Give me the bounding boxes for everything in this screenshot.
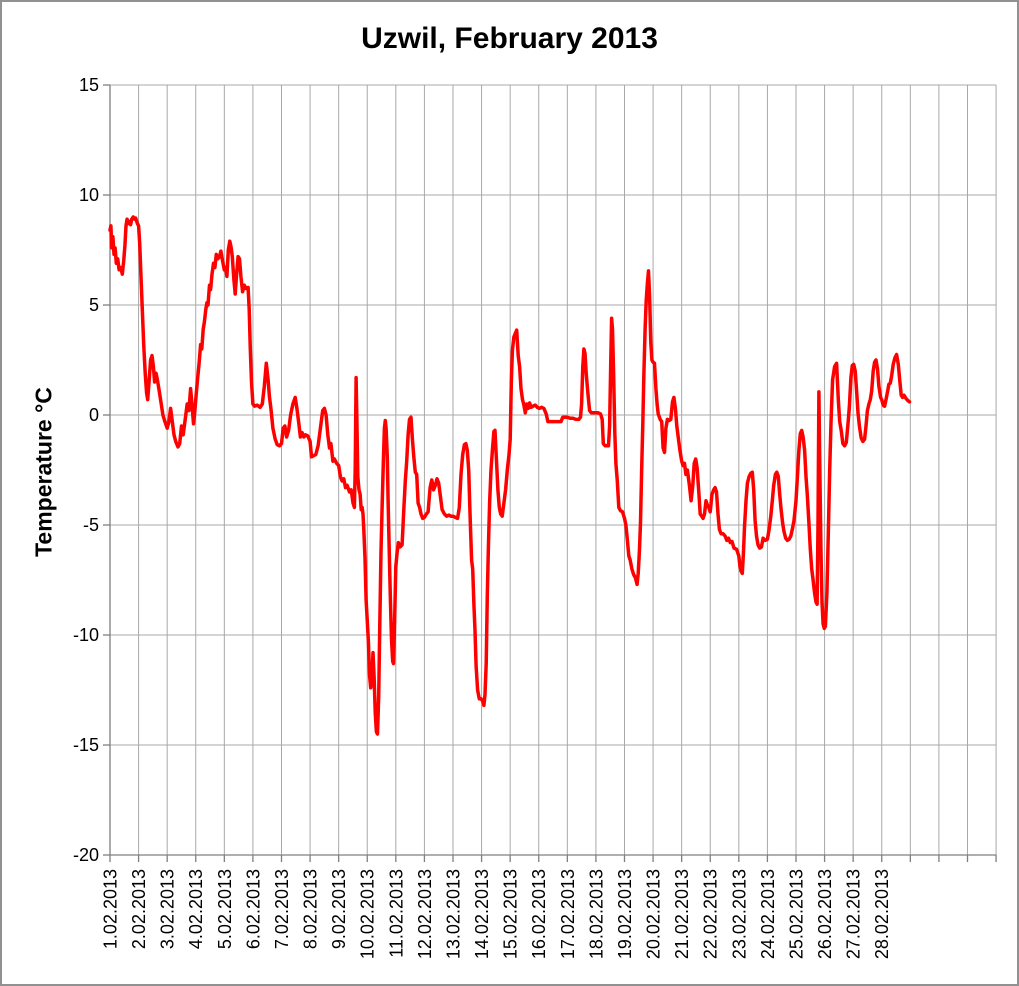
x-tick-label: 8.02.2013 (301, 869, 321, 949)
x-tick-label: 16.02.2013 (529, 869, 549, 959)
x-tick-label: 5.02.2013 (215, 869, 235, 949)
x-tick-label: 26.02.2013 (815, 869, 835, 959)
x-tick-label: 21.02.2013 (672, 869, 692, 959)
y-tick-label: 5 (89, 295, 99, 315)
x-tick-label: 3.02.2013 (158, 869, 178, 949)
y-tick-label: -20 (73, 845, 99, 865)
y-tick-label: -15 (73, 735, 99, 755)
x-tick-label: 12.02.2013 (415, 869, 435, 959)
x-tick-label: 2.02.2013 (129, 869, 149, 949)
x-tick-label: 11.02.2013 (386, 869, 406, 958)
x-tick-label: 1.02.2013 (101, 869, 121, 949)
x-tick-label: 25.02.2013 (786, 869, 806, 959)
x-tick-label: 6.02.2013 (243, 869, 263, 949)
x-tick-label: 13.02.2013 (443, 869, 463, 959)
x-tick-label: 7.02.2013 (272, 869, 292, 949)
y-tick-label: 15 (79, 75, 99, 95)
x-tick-label: 19.02.2013 (615, 869, 635, 959)
x-tick-label: 27.02.2013 (844, 869, 864, 959)
chart-title: Uzwil, February 2013 (361, 22, 658, 55)
x-tick-label: 18.02.2013 (586, 869, 606, 959)
x-tick-label: 28.02.2013 (872, 869, 892, 959)
y-tick-label: -5 (83, 515, 99, 535)
y-tick-label: -10 (73, 625, 99, 645)
x-tick-label: 4.02.2013 (186, 869, 206, 949)
y-tick-label: 0 (89, 405, 99, 425)
x-tick-label: 20.02.2013 (644, 869, 664, 959)
x-tick-label: 9.02.2013 (329, 869, 349, 949)
x-tick-label: 14.02.2013 (472, 869, 492, 959)
x-tick-label: 15.02.2013 (501, 869, 521, 959)
y-tick-label: 10 (79, 185, 99, 205)
x-tick-label: 24.02.2013 (758, 869, 778, 959)
x-tick-label: 23.02.2013 (729, 869, 749, 959)
x-tick-label: 17.02.2013 (558, 869, 578, 959)
temperature-line (108, 215, 912, 736)
x-tick-label: 22.02.2013 (701, 869, 721, 959)
x-tick-label: 10.02.2013 (358, 869, 378, 959)
